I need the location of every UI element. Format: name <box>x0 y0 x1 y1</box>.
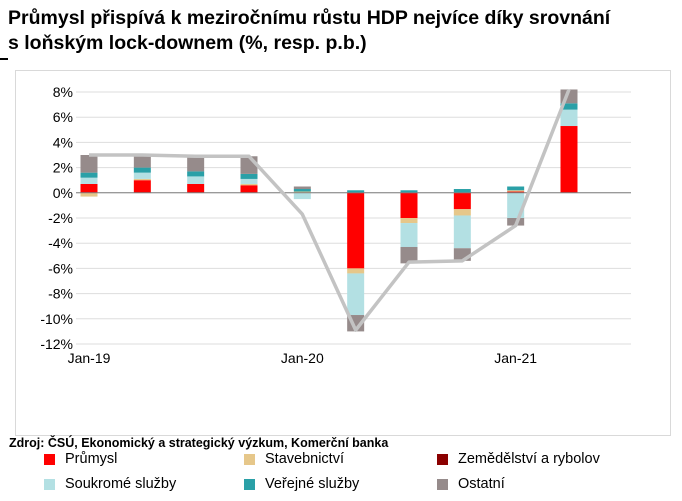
legend-swatch <box>44 478 55 490</box>
bar-segment <box>507 191 525 193</box>
bar-segment <box>347 190 365 193</box>
y-tick-label: 8% <box>53 84 73 100</box>
bar-segment <box>347 268 365 274</box>
bar-segment <box>80 172 98 178</box>
y-tick-label: -6% <box>48 260 73 276</box>
bar-segment <box>293 186 311 190</box>
bar-segment <box>240 185 258 193</box>
bar-segment <box>507 186 525 191</box>
bar-segment <box>400 192 418 218</box>
bar-segment <box>453 215 471 249</box>
y-tick-label: -8% <box>48 286 73 302</box>
legend-swatch <box>437 453 448 465</box>
legend-label: Soukromé služby <box>65 476 177 492</box>
bar-segment <box>400 218 418 224</box>
bar-segment <box>80 155 98 173</box>
legend-item: Veřejné služby <box>244 476 359 492</box>
bar-segment <box>133 180 151 193</box>
bar-segment <box>400 190 418 193</box>
y-tick-label: 0% <box>53 185 73 201</box>
legend-label: Zemědělství a rybolov <box>458 451 600 467</box>
bar-segment <box>560 109 578 127</box>
bar-segment <box>453 189 471 193</box>
chart-title: Průmysl přispívá k meziročnímu růstu HDP… <box>8 6 668 56</box>
bar-segment <box>80 192 98 197</box>
bar-segment <box>293 192 311 200</box>
bar-segment <box>453 209 471 216</box>
bar-segment <box>187 157 205 172</box>
bar-segment <box>400 246 418 264</box>
y-tick-label: 4% <box>53 134 73 150</box>
y-tick-label: -12% <box>40 336 73 352</box>
bar-segment <box>133 167 151 173</box>
y-tick-label: 2% <box>53 160 73 176</box>
bar-segment <box>187 176 205 184</box>
legend-item: Zemědělství a rybolov <box>437 451 600 467</box>
bar-segment <box>240 178 258 184</box>
x-tick-label: Jan-21 <box>494 350 537 366</box>
legend-label: Průmysl <box>65 451 118 467</box>
legend-swatch <box>244 453 255 465</box>
legend-swatch <box>437 478 448 490</box>
bar-segment <box>400 223 418 247</box>
x-tick-label: Jan-20 <box>281 350 324 366</box>
bar-segment <box>453 192 471 210</box>
x-tick-label: Jan-19 <box>68 350 111 366</box>
legend-label: Veřejné služby <box>265 476 360 492</box>
chart-frame: 8% 6% 4% 2% 0% -2% -4% -6% -8% -10% -12% Jan-19 Jan-… <box>15 70 671 492</box>
chart-plot: 8% 6% 4% 2% 0% -2% -4% -6% -8% -10% -12%Jan-19 Jan-… <box>40 84 631 366</box>
bar-segment <box>80 183 98 193</box>
bar-segment <box>80 177 98 184</box>
gdp-line <box>89 88 571 332</box>
legend-swatch <box>44 453 55 465</box>
bar-segment <box>240 173 258 179</box>
bar-segment <box>133 172 151 179</box>
bar-segment <box>293 189 311 192</box>
y-tick-label: 6% <box>53 109 73 125</box>
y-tick-label: -4% <box>48 235 73 251</box>
legend-swatch <box>244 478 255 490</box>
legend-item: Ostatní <box>437 476 505 492</box>
legend-item: Soukromé služby <box>44 476 176 492</box>
bar-segment <box>347 192 365 269</box>
bar-segment <box>133 153 151 168</box>
y-tick-label: -10% <box>40 311 73 327</box>
bar-segment <box>560 126 578 193</box>
y-tick-label: -2% <box>48 210 73 226</box>
legend-item: Stavebnictví <box>244 451 344 467</box>
bar-segment <box>347 273 365 316</box>
chart-title-line-2: s loňským lock-downem (%, resp. p.b.) <box>8 32 367 54</box>
bar-segment <box>293 191 311 193</box>
bar-segment <box>507 190 525 192</box>
source-note: Zdroj: ČSÚ, Ekonomický a strategický výz… <box>9 436 389 450</box>
chart-legend: Průmysl Stavebnictví Zemědělství a rybolov… <box>44 451 682 501</box>
legend-label: Stavebnictví <box>265 451 344 467</box>
left-edge-mark <box>0 58 8 60</box>
bar-segment <box>240 183 258 186</box>
legend-item: Průmysl <box>44 451 117 467</box>
chart-title-line-1: Průmysl přispívá k meziročnímu růstu HDP… <box>8 7 611 29</box>
bar-segment <box>133 178 151 181</box>
bar-segment <box>187 171 205 177</box>
bar-segment <box>560 103 578 110</box>
bar-segment <box>187 183 205 193</box>
legend-label: Ostatní <box>458 476 505 492</box>
